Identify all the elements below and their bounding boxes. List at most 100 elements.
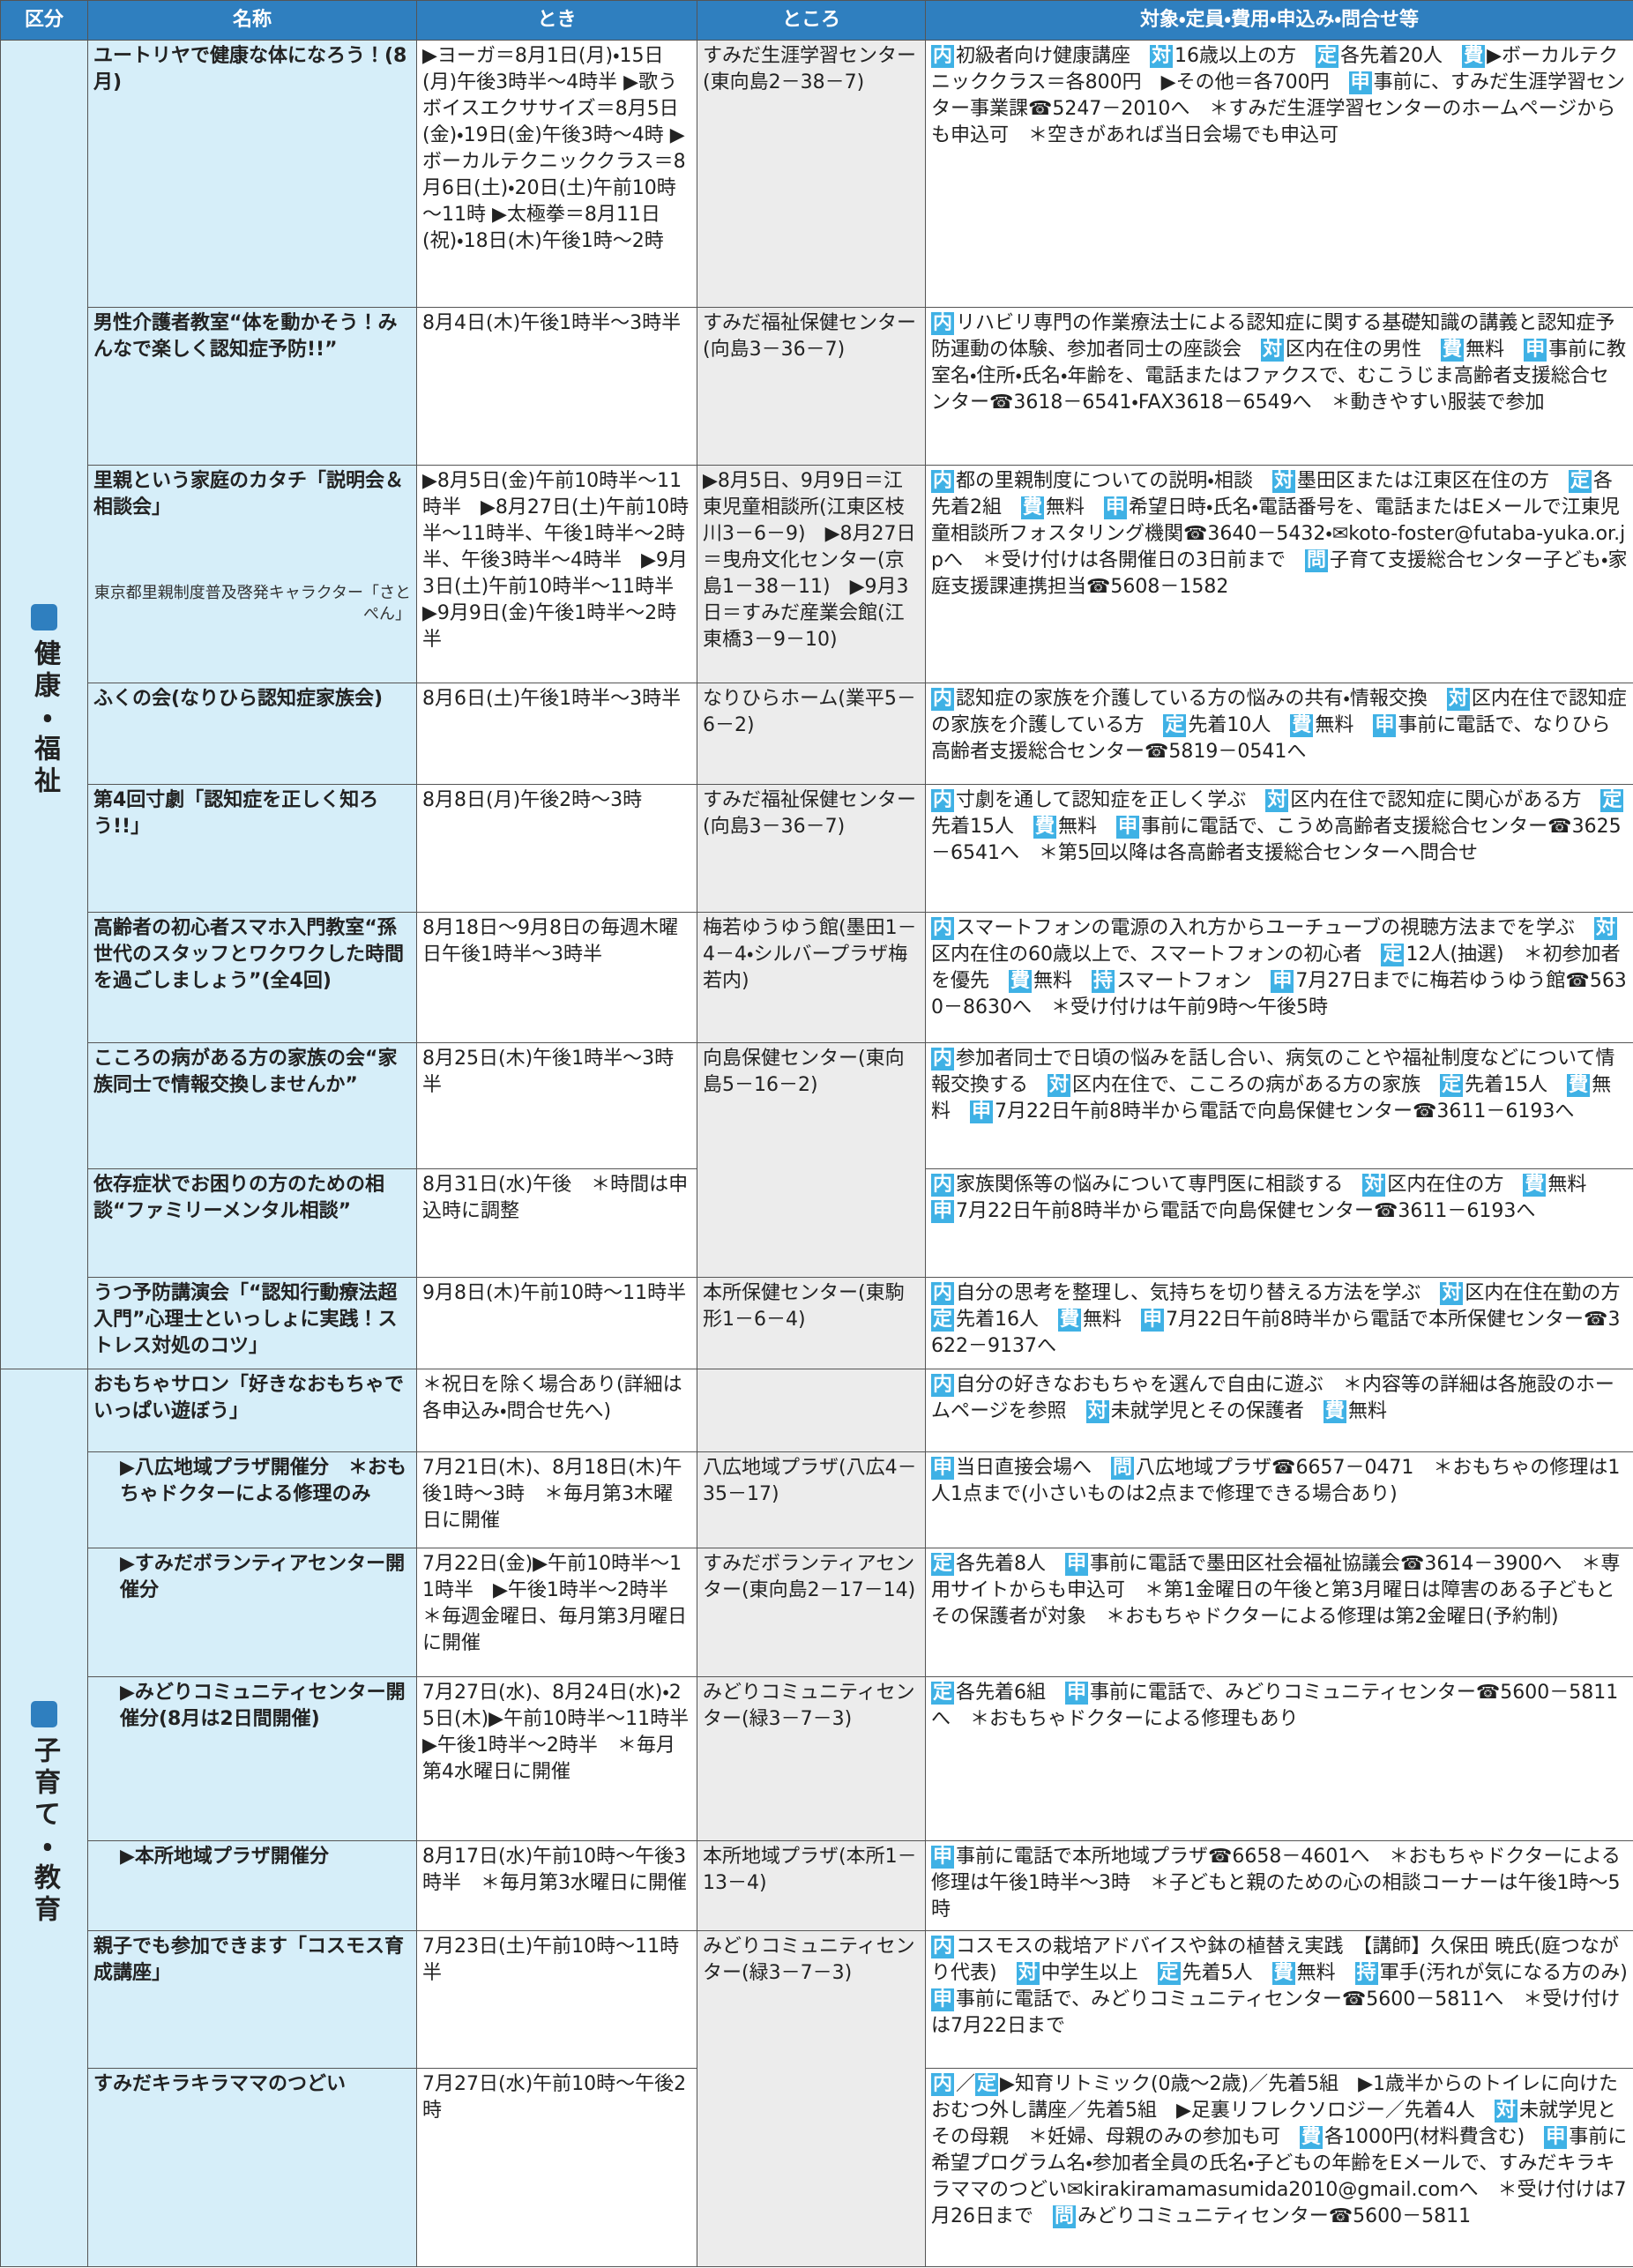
info-tag: 申 bbox=[931, 1846, 955, 1869]
when-cell: 8月31日(水)午後 ＊時間は申込時に調整 bbox=[416, 1168, 697, 1278]
details-cell: 内自分の思考を整理し、気持ちを切り替える方法を学ぶ 対区内在住在勤の方 定先着1… bbox=[925, 1277, 1633, 1369]
event-name: 高齢者の初心者スマホ入門教室“孫世代のスタッフとワクワクした時間を過ごしましょう… bbox=[93, 917, 405, 992]
info-text: 墨田区または江東区在住の方 bbox=[1296, 470, 1569, 492]
info-tag: 対 bbox=[1440, 1282, 1464, 1305]
name-cell: こころの病がある方の家族の会“家族同士で情報交換しませんか” bbox=[87, 1042, 417, 1169]
info-text: 寸劇を通して認知症を正しく学ぶ bbox=[956, 789, 1266, 811]
where-cell: 梅若ゆうゆう館(墨田1－4－4・シルバープラザ梅若内) bbox=[697, 912, 926, 1043]
info-tag: 定 bbox=[1157, 1962, 1181, 1985]
info-text: 先着5人 bbox=[1182, 1962, 1272, 1984]
row: ▶すみだボランティアセンター開催分 7月22日(金)▶午前10時半～11時半 ▶午… bbox=[1, 1548, 1633, 1677]
when-cell: 8月18日～9月8日の毎週木曜日午後1時半～3時半 bbox=[416, 912, 697, 1043]
info-text: ▶知育リトミック(0歳～2歳)／先着5組 ▶1歳半からのトイレに向けたおむつ外し… bbox=[931, 2073, 1619, 2122]
info-tag: 内 bbox=[931, 2073, 955, 2096]
header-cell: 区分 bbox=[0, 0, 88, 41]
details-cell: 内スマートフォンの電源の入れ方からユーチューブの視聴方法までを学ぶ 対区内在住の… bbox=[925, 912, 1633, 1043]
when-cell: 8月25日(木)午後1時半～3時半 bbox=[416, 1042, 697, 1169]
info-text: 初級者向け健康講座 bbox=[956, 45, 1151, 67]
info-text: ▶ボーカルテクニッククラス＝各800円 ▶その他＝各700円 bbox=[931, 45, 1618, 93]
row: 親子でも参加できます「コスモス育成講座」 7月23日(土)午前10時～11時半 みど… bbox=[1, 1930, 1633, 2267]
info-tag: 内 bbox=[931, 45, 955, 68]
info-tag: 費 bbox=[1441, 339, 1465, 362]
row: 高齢者の初心者スマホ入門教室“孫世代のスタッフとワクワクした時間を過ごしましょう… bbox=[1, 912, 1633, 1043]
info-text: 区内在住の60歳以上で、スマートフォンの初心者 bbox=[931, 944, 1382, 966]
info-tag: 申 bbox=[931, 1457, 955, 1480]
info-text: みどりコミュニティセンター☎5600－5811 bbox=[1077, 2205, 1472, 2227]
info-text: 参加者同士で日頃の悩みを話し合い、病気のことや福祉制度などについて情報交換する bbox=[931, 1048, 1615, 1096]
info-text: 先着15人 bbox=[1465, 1074, 1568, 1096]
when-cell: 8月4日(木)午後1時半～3時半 bbox=[416, 307, 697, 466]
info-tag: 費 bbox=[1523, 1174, 1547, 1197]
info-tag: 申 bbox=[1141, 1309, 1165, 1332]
event-name: 里親という家庭のカタチ「説明会＆相談会」 bbox=[93, 470, 405, 519]
info-tag: 定 bbox=[931, 1553, 955, 1576]
when-cell: 7月22日(金)▶午前10時半～11時半 ▶午後1時半～2時半 ＊毎週金曜日、毎… bbox=[416, 1548, 697, 1677]
info-text: 都の里親制度についての説明・相談 bbox=[956, 470, 1272, 492]
row: 第4回寸劇「認知症を正しく知ろう!!」 8月8日(月)午後2時～3時 すみだ福祉保健… bbox=[1, 784, 1633, 913]
header-cell: ところ bbox=[697, 0, 926, 41]
details-cell: 内家族関係等の悩みについて専門医に相談する 対区内在住の方 費無料 申 7月22日… bbox=[925, 1168, 1633, 1278]
info-tag: 内 bbox=[931, 1374, 955, 1397]
name-cell: うつ予防講演会「“認知行動療法超入門”心理士といっしょに実践！ストレス対処のコツ… bbox=[87, 1277, 417, 1369]
details-cell: 内初級者向け健康講座 対 16歳以上の方 定各先着20人 費 ▶ボーカルテクニックク… bbox=[925, 40, 1633, 308]
where-cell: みどりコミュニティセンター(緑3－7－3) bbox=[697, 1930, 926, 2267]
details-cell: 内自分の好きなおもちゃを選んで自由に遊ぶ ＊内容等の詳細は各施設のホームページを… bbox=[925, 1369, 1633, 1452]
info-text: 先着10人 bbox=[1188, 714, 1291, 736]
row: 健康・福祉 ユートリヤで健康な体になろう！(8月) ▶ヨーガ＝8月1日(月)・15日… bbox=[0, 40, 1633, 1369]
name-cell: 第4回寸劇「認知症を正しく知ろう!!」 bbox=[87, 784, 417, 913]
info-tag: 内 bbox=[931, 789, 955, 812]
header-cell: 対象・定員・費用・申込み・問合せ等 bbox=[925, 0, 1633, 41]
event-name: ▶みどりコミュニティセンター開催分(8月は2日間開催) bbox=[120, 1682, 406, 1730]
where-cell: 向島保健センター(東向島5－16－2) bbox=[697, 1042, 926, 1278]
info-text: 区内在住で認知症に関心がある方 bbox=[1290, 789, 1601, 811]
event-name: おもちゃサロン「好きなおもちゃでいっぱい遊ぼう」 bbox=[93, 1374, 405, 1422]
info-text: 区内在住で認知症の家族を介護している方 bbox=[931, 688, 1627, 736]
info-text: 区内在住在勤の方 bbox=[1465, 1282, 1621, 1304]
event-name: 男性介護者教室“体を動かそう！みんなで楽しく認知症予防!!” bbox=[93, 312, 398, 361]
info-tag: 対 bbox=[1016, 1962, 1040, 1985]
where-cell: みどりコミュニティセンター(緑3－7－3) bbox=[697, 1676, 926, 1841]
where-cell: なりひらホーム(業平5－6－2) bbox=[697, 683, 926, 785]
info-text: スマートフォンの電源の入れ方からユーチューブの視聴方法までを学ぶ bbox=[956, 917, 1595, 939]
info-tag: 対 bbox=[1494, 2100, 1517, 2123]
info-text: 未就学児とその保護者 bbox=[1110, 1400, 1324, 1422]
info-text: 各先着20人 bbox=[1340, 45, 1463, 67]
info-tag: 費 bbox=[1567, 1074, 1591, 1097]
info-text: 事前に希望プログラム名・参加者全員の氏名・子どもの年齢をEメールで、すみだキラキ… bbox=[931, 2126, 1628, 2227]
info-text: 希望日時・氏名・電話番号を、電話またはEメールで江東児童相談所フォスタリング機関… bbox=[931, 496, 1626, 571]
info-tag: 定 bbox=[1600, 789, 1624, 812]
info-text: 事前に電話で本所地域プラザ☎6658－4601へ ＊おもちゃドクターによる修理は… bbox=[931, 1846, 1621, 1921]
name-cell: 親子でも参加できます「コスモス育成講座」 bbox=[87, 1930, 417, 2069]
info-tag: 定 bbox=[1440, 1074, 1464, 1097]
row: ▶八広地域プラザ開催分 ＊おもちゃドクターによる修理のみ 7月21日(木)、8月1… bbox=[1, 1451, 1633, 1548]
info-tag: 費 bbox=[1271, 1962, 1295, 1985]
section-icon bbox=[31, 603, 57, 630]
info-tag: 申 bbox=[931, 1988, 955, 2011]
when-cell: 7月21日(木)、8月18日(木)午後1時～3時 ＊毎月第3木曜日に開催 bbox=[416, 1451, 697, 1548]
when-cell: 8月8日(月)午後2時～3時 bbox=[416, 784, 697, 913]
info-tag: 申 bbox=[1373, 714, 1397, 737]
row: ▶みどりコミュニティセンター開催分(8月は2日間開催) 7月27日(水)、8月24… bbox=[1, 1676, 1633, 1841]
where-cell: 本所保健センター(東駒形1－6－4) bbox=[697, 1277, 926, 1369]
info-tag: 費 bbox=[1021, 496, 1045, 519]
where-cell: すみだ福祉保健センター(向島3－36－7) bbox=[697, 784, 926, 913]
info-text: 各先着2組 bbox=[931, 470, 1613, 519]
info-tag: 対 bbox=[1265, 789, 1289, 812]
event-name: ▶すみだボランティアセンター開催分 bbox=[120, 1553, 406, 1601]
info-tag: 問 bbox=[1111, 1457, 1135, 1480]
name-cell: ユートリヤで健康な体になろう！(8月) bbox=[87, 40, 417, 308]
info-text: 7月22日午前8時半から電話で向島保健センター☎3611－6193へ bbox=[995, 1100, 1575, 1123]
info-tag: 持 bbox=[1354, 1962, 1378, 1985]
section-label: 子育て・教育 bbox=[29, 1736, 60, 1927]
info-text: 家族関係等の悩みについて専門医に相談する bbox=[956, 1174, 1363, 1196]
info-tag: 対 bbox=[1048, 1074, 1071, 1097]
info-tag: 対 bbox=[1261, 339, 1285, 362]
where-cell bbox=[697, 1369, 926, 1452]
details-cell: 内寸劇を通して認知症を正しく学ぶ 対区内在住で認知症に関心がある方 定先着15人… bbox=[925, 784, 1633, 913]
details-cell: 内コスモスの栽培アドバイスや鉢の植替え実践 【講師】久保田 暁氏(庭つながり代表… bbox=[925, 1930, 1633, 2069]
when-cell: 7月27日(水)、8月24日(水)・25日(木)▶午前10時半～11時半 ▶午後… bbox=[416, 1676, 697, 1841]
info-tag: 問 bbox=[1053, 2205, 1077, 2228]
info-text: 各先着6組 bbox=[956, 1682, 1066, 1704]
info-tag: 申 bbox=[1348, 71, 1372, 94]
